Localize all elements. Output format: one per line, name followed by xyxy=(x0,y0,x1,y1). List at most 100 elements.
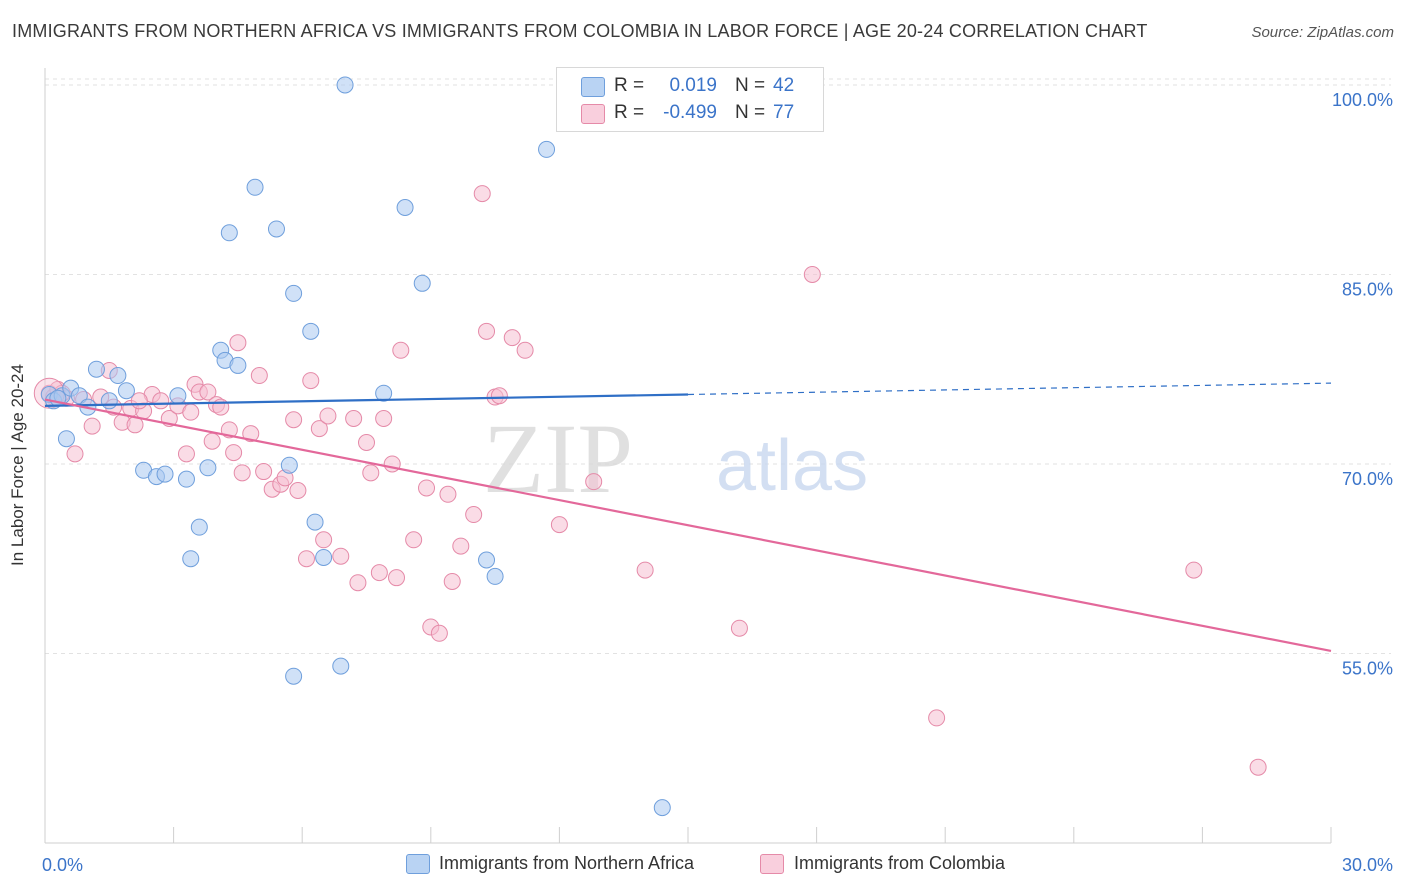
bottom-legend-label: Immigrants from Colombia xyxy=(794,853,1006,873)
correlation-legend: R = 0.019 N = 42 R = -0.499 N = 77 xyxy=(556,67,824,132)
colombia-point xyxy=(1249,758,1267,776)
chart-title: IMMIGRANTS FROM NORTHERN AFRICA VS IMMIG… xyxy=(12,21,1148,41)
colombia-point xyxy=(585,473,603,491)
northern-africa-point xyxy=(169,387,187,405)
colombia-point xyxy=(370,564,388,582)
northern-africa-point xyxy=(280,456,298,474)
colombia-point xyxy=(297,550,315,568)
northern-africa-point xyxy=(285,284,303,302)
colombia-point xyxy=(550,516,568,534)
colombia-point xyxy=(289,482,307,500)
colombia-point xyxy=(452,537,470,555)
colombia-point xyxy=(229,334,247,352)
northern-africa-point xyxy=(156,465,174,483)
northern-africa-point xyxy=(190,518,208,536)
x-tick-labels: 0.0% 30.0% xyxy=(42,855,1393,875)
colombia-point xyxy=(285,411,303,429)
colombia-point xyxy=(83,417,101,435)
colombia-point xyxy=(345,409,363,427)
northern-africa-point xyxy=(336,76,354,94)
northern-africa-point xyxy=(478,551,496,569)
northern-africa-point xyxy=(302,322,320,340)
colombia-point xyxy=(439,485,457,503)
northern-africa-point xyxy=(267,220,285,238)
colombia-point xyxy=(465,506,483,524)
northern-africa-point xyxy=(70,387,88,405)
y-tick-label: 70.0% xyxy=(1342,469,1393,489)
colombia-point xyxy=(430,624,448,642)
colombia-point xyxy=(332,547,350,565)
northern-africa-point xyxy=(229,356,247,374)
colombia-point xyxy=(310,420,328,438)
colombia-point xyxy=(490,387,508,405)
northern-africa-point xyxy=(486,567,504,585)
northern-africa-point xyxy=(285,667,303,685)
legend-r-value: 0.019 xyxy=(669,75,717,96)
colombia-point xyxy=(349,574,367,592)
colombia-point xyxy=(152,392,170,410)
colombia-point xyxy=(388,569,406,587)
legend-swatch-blue xyxy=(581,77,605,97)
colombia-point xyxy=(473,185,491,203)
colombia-point xyxy=(255,463,273,481)
legend-r-label: R = xyxy=(614,75,645,96)
legend-r-label: R = xyxy=(614,102,645,123)
colombia-point xyxy=(233,464,251,482)
trend-line-northern-africa-extension xyxy=(687,382,1332,396)
northern-africa-point xyxy=(396,199,414,217)
colombia-point xyxy=(182,403,200,421)
colombia-point xyxy=(362,464,380,482)
northern-africa-point xyxy=(538,140,556,158)
colombia-point xyxy=(418,479,436,497)
colombia-point xyxy=(199,383,217,401)
colombia-point xyxy=(130,392,148,410)
northern-africa-point xyxy=(653,799,671,817)
northern-africa-point xyxy=(375,384,393,402)
northern-africa-point xyxy=(182,550,200,568)
northern-africa-point xyxy=(100,392,118,410)
northern-africa-point xyxy=(246,178,264,196)
trend-line-northern-africa xyxy=(44,393,689,407)
northern-africa-point xyxy=(306,513,324,531)
watermark-zip: ZIP xyxy=(483,403,633,514)
watermark-atlas: atlas xyxy=(716,426,868,506)
y-tick-label: 85.0% xyxy=(1342,279,1393,299)
y-tick-labels: 55.0% 70.0% 85.0% 100.0% xyxy=(1332,90,1393,679)
colombia-point xyxy=(242,425,260,443)
bottom-legend-swatch-blue xyxy=(406,854,430,874)
colombia-point xyxy=(66,445,84,463)
northern-africa-point xyxy=(220,224,238,242)
colombia-point xyxy=(375,409,393,427)
y-axis-label: In Labor Force | Age 20-24 xyxy=(8,364,27,566)
legend-n-value: 42 xyxy=(773,75,795,96)
legend-n-label: N = xyxy=(735,75,766,96)
x-tick-label-max: 30.0% xyxy=(1342,855,1393,875)
colombia-point xyxy=(319,407,337,425)
northern-africa-point xyxy=(117,382,135,400)
axes xyxy=(44,68,1332,844)
colombia-point xyxy=(503,329,521,347)
legend-swatch-pink xyxy=(581,104,605,124)
colombia-point xyxy=(443,572,461,590)
colombia-point xyxy=(516,341,534,359)
colombia-point xyxy=(250,367,268,385)
colombia-point xyxy=(212,398,230,416)
northern-africa-point xyxy=(87,360,105,378)
legend-r-value: -0.499 xyxy=(663,102,717,123)
legend-n-label: N = xyxy=(735,102,766,123)
colombia-point xyxy=(730,619,748,637)
colombia-point xyxy=(203,432,221,450)
watermark: ZIP atlas xyxy=(483,403,868,514)
legend-n-value: 77 xyxy=(773,102,795,123)
source-credit: Source: ZipAtlas.com xyxy=(1251,24,1394,41)
colombia-point xyxy=(928,709,946,727)
y-tick-label: 100.0% xyxy=(1332,90,1393,110)
colombia-point xyxy=(1185,561,1203,579)
colombia-point xyxy=(315,531,333,549)
x-tick-label-min: 0.0% xyxy=(42,855,83,875)
northern-africa-point xyxy=(413,274,431,292)
northern-africa-point xyxy=(57,430,75,448)
northern-africa-point xyxy=(315,548,333,566)
northern-africa-points xyxy=(40,76,671,817)
colombia-point xyxy=(392,341,410,359)
